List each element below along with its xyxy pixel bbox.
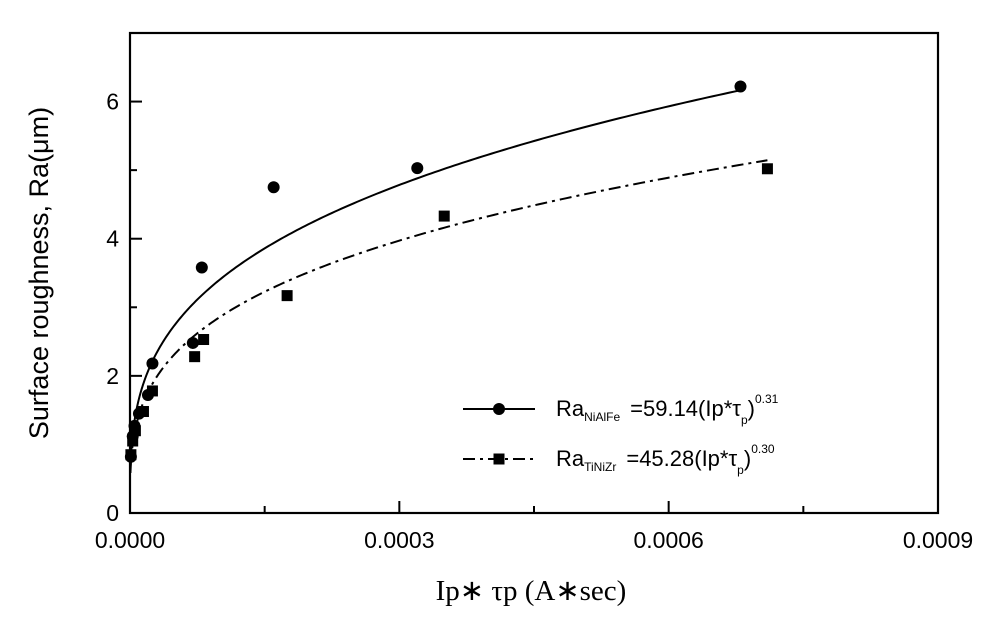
y-tick-label: 0 — [106, 500, 119, 526]
data-point-tinizr — [137, 406, 149, 418]
legend-label-sub: TiNiZr — [584, 460, 616, 474]
legend-label-eq: =45.28(Ip*τ — [626, 446, 737, 471]
data-point-tinizr — [198, 334, 210, 346]
legend-label-eq-end: ) — [748, 396, 755, 421]
legend-label-main: Ra — [556, 446, 585, 471]
legend-marker-circle — [493, 403, 505, 415]
x-tick-label: 0.0006 — [633, 527, 703, 553]
data-point-tinizr — [438, 210, 450, 222]
y-tick-label: 6 — [106, 89, 119, 115]
legend-label-nialfe: RaNiAlFe =59.14(Ip*τp)0.31 — [556, 392, 779, 427]
data-point-nialfe — [186, 336, 199, 349]
data-point-tinizr — [281, 290, 293, 302]
legend-label-exp: 0.30 — [751, 442, 775, 456]
data-point-nialfe — [734, 80, 747, 93]
legend-label-eq: =59.14(Ip*τ — [630, 396, 741, 421]
y-tick-label: 2 — [106, 363, 119, 389]
legend-label-eq-end: ) — [744, 446, 751, 471]
data-point-tinizr — [189, 351, 201, 363]
legend-label-exp: 0.31 — [755, 392, 779, 406]
data-point-nialfe — [146, 357, 159, 370]
data-point-tinizr — [129, 425, 141, 437]
legend-label-eq-sub: p — [741, 413, 748, 427]
x-tick-label: 0.0009 — [903, 527, 973, 553]
legend-marker-square — [493, 453, 505, 465]
plot-frame — [128, 31, 940, 515]
legend-label-sub: NiAlFe — [584, 410, 620, 424]
data-point-tinizr — [761, 163, 773, 175]
fit-line-nialfe — [129, 89, 741, 468]
x-tick-label: 0.0003 — [364, 527, 434, 553]
legend-label-main: Ra — [556, 396, 585, 421]
y-tick-label: 4 — [106, 226, 119, 252]
data-point-tinizr — [146, 385, 158, 397]
data-point-nialfe — [195, 261, 208, 274]
y-axis-title: Surface roughness, Ra(μm) — [24, 107, 54, 439]
x-axis-title: Ip∗ τp (A∗sec) — [436, 575, 627, 607]
legend-label-eq-sub: p — [737, 463, 744, 477]
legend-label-tinizr: RaTiNiZr =45.28(Ip*τp)0.30 — [556, 442, 775, 477]
data-point-nialfe — [411, 162, 424, 175]
data-point-tinizr — [127, 435, 139, 447]
fit-lines-layer — [129, 89, 768, 474]
x-tick-label: 0.0000 — [95, 527, 165, 553]
data-point-nialfe — [267, 181, 280, 194]
